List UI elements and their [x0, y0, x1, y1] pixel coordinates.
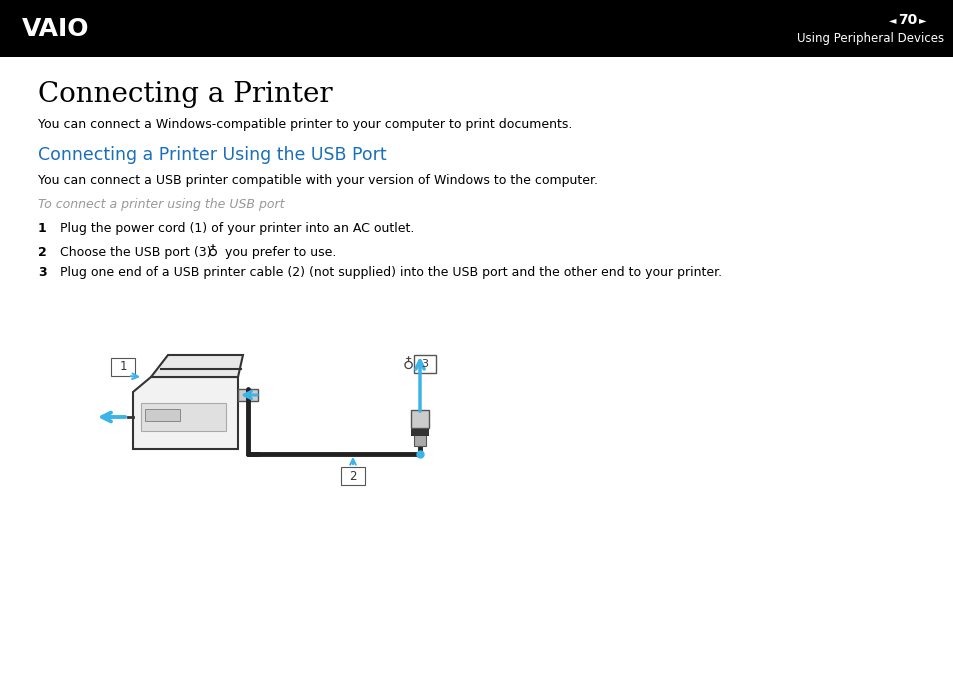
Text: Choose the USB port (3): Choose the USB port (3): [60, 246, 215, 259]
Text: 2: 2: [38, 246, 47, 259]
Text: VAIO: VAIO: [22, 16, 90, 40]
Text: 3: 3: [38, 266, 47, 279]
Text: 3: 3: [421, 359, 428, 369]
Text: 2: 2: [349, 470, 356, 483]
Text: ♁: ♁: [402, 357, 414, 371]
Bar: [340, 467, 365, 485]
Bar: [111, 358, 135, 376]
Text: You can connect a USB printer compatible with your version of Windows to the com: You can connect a USB printer compatible…: [38, 174, 598, 187]
Text: you prefer to use.: you prefer to use.: [221, 246, 336, 259]
Bar: [237, 389, 257, 401]
Bar: [0, 0, 953, 57]
Text: Plug one end of a USB printer cable (2) (not supplied) into the USB port and the: Plug one end of a USB printer cable (2) …: [60, 266, 721, 279]
Bar: [414, 355, 436, 373]
Polygon shape: [132, 377, 237, 449]
Text: 1: 1: [38, 222, 47, 235]
Bar: [414, 434, 426, 446]
Bar: [141, 403, 226, 431]
Polygon shape: [151, 355, 243, 377]
Text: ♁: ♁: [208, 245, 218, 259]
Text: To connect a printer using the USB port: To connect a printer using the USB port: [38, 198, 284, 211]
Text: ◄: ◄: [888, 15, 896, 25]
Text: ►: ►: [919, 15, 925, 25]
Bar: [411, 410, 429, 428]
Text: Plug the power cord (1) of your printer into an AC outlet.: Plug the power cord (1) of your printer …: [60, 222, 414, 235]
Text: Connecting a Printer: Connecting a Printer: [38, 81, 333, 108]
Bar: [145, 409, 180, 421]
Text: You can connect a Windows-compatible printer to your computer to print documents: You can connect a Windows-compatible pri…: [38, 118, 572, 131]
Text: Connecting a Printer Using the USB Port: Connecting a Printer Using the USB Port: [38, 146, 386, 164]
Text: 70: 70: [898, 13, 917, 27]
Text: 1: 1: [119, 361, 127, 373]
Text: Using Peripheral Devices: Using Peripheral Devices: [796, 32, 943, 45]
Bar: [411, 429, 429, 436]
